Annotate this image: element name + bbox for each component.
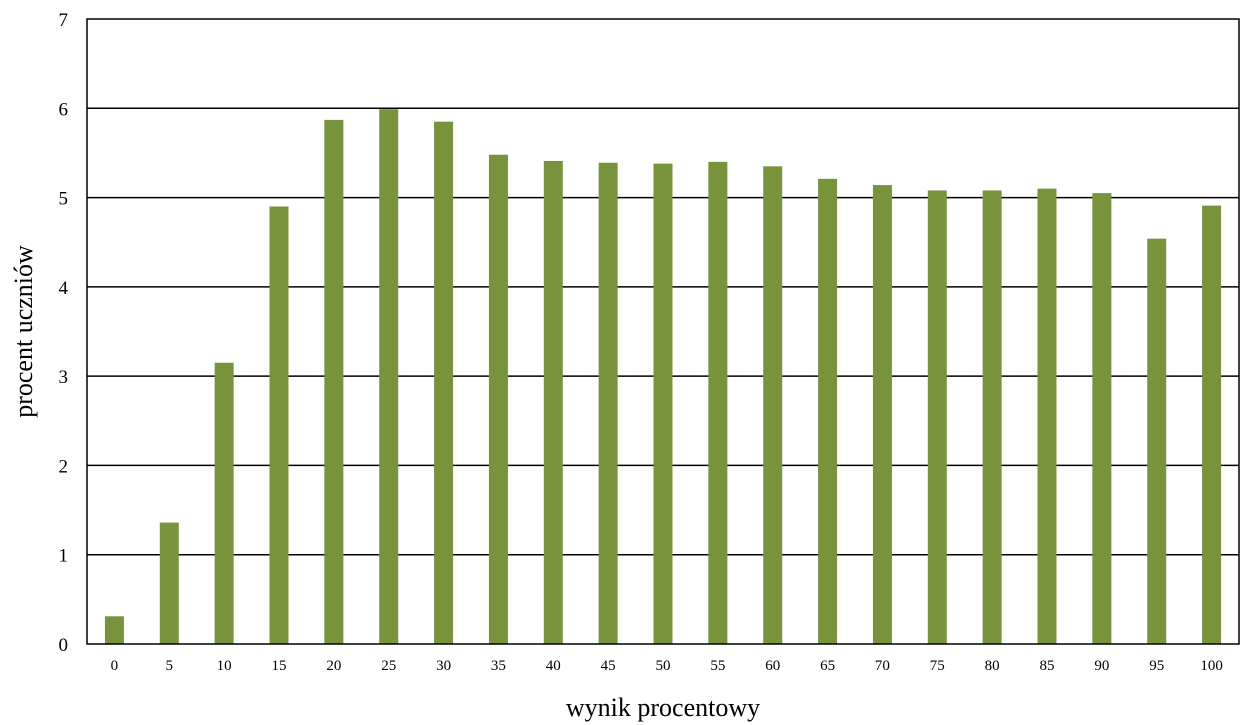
bar-95 (1147, 238, 1167, 644)
x-tick-label: 70 (875, 658, 890, 674)
y-tick-label: 2 (59, 456, 69, 477)
y-tick-label: 3 (59, 367, 69, 388)
x-tick-label: 50 (656, 658, 671, 674)
bar-25 (379, 109, 399, 644)
y-tick-label: 1 (59, 546, 69, 567)
y-axis-title: procent uczniów (9, 245, 38, 418)
x-tick-label: 40 (546, 658, 561, 674)
x-tick-label: 85 (1040, 658, 1055, 674)
y-tick-label: 4 (59, 278, 69, 299)
x-tick-label: 65 (820, 658, 835, 674)
x-tick-label: 95 (1149, 658, 1164, 674)
bar-90 (1092, 193, 1112, 644)
bar-80 (982, 190, 1002, 644)
x-tick-label: 15 (272, 658, 287, 674)
x-tick-label: 60 (765, 658, 780, 674)
bar-0 (104, 616, 124, 644)
bar-85 (1037, 188, 1057, 644)
x-tick-label: 10 (217, 658, 232, 674)
bar-15 (269, 206, 289, 644)
x-tick-label: 55 (710, 658, 725, 674)
bar-20 (324, 119, 344, 644)
bar-65 (818, 178, 838, 645)
y-tick-label: 0 (59, 635, 69, 656)
bar-5 (159, 522, 179, 644)
x-axis-title: wynik procentowy (566, 693, 760, 722)
bar-100 (1202, 205, 1222, 644)
plot-frame (86, 18, 1240, 645)
bar-50 (653, 163, 673, 644)
y-tick-label: 6 (59, 99, 69, 120)
x-axis-ticks: 0 5 10 15 20 25 30 35 40 45 50 55 60 65 70 75 80 85 90 95 10… (111, 658, 1223, 674)
x-tick-label: 30 (436, 658, 451, 674)
x-tick-label: 25 (381, 658, 396, 674)
y-tick-label: 7 (59, 10, 69, 31)
bars (104, 109, 1222, 645)
x-tick-label: 80 (985, 658, 1000, 674)
bar-40 (543, 160, 563, 644)
bar-10 (214, 362, 234, 644)
bar-35 (488, 154, 508, 644)
y-axis-ticks: 0 1 2 3 4 5 6 7 (59, 10, 69, 656)
x-tick-label: 45 (601, 658, 616, 674)
bar-55 (708, 161, 728, 644)
x-tick-label: 20 (326, 658, 341, 674)
x-tick-label: 100 (1200, 658, 1223, 674)
bar-30 (434, 121, 454, 644)
y-tick-label: 5 (59, 189, 69, 210)
bar-45 (598, 162, 618, 644)
x-tick-label: 0 (111, 658, 119, 674)
bar-75 (927, 190, 947, 644)
x-tick-label: 75 (930, 658, 945, 674)
x-tick-label: 5 (166, 658, 174, 674)
x-tick-label: 35 (491, 658, 506, 674)
bar-60 (763, 166, 783, 645)
x-tick-label: 90 (1094, 658, 1109, 674)
bar-70 (872, 185, 892, 645)
